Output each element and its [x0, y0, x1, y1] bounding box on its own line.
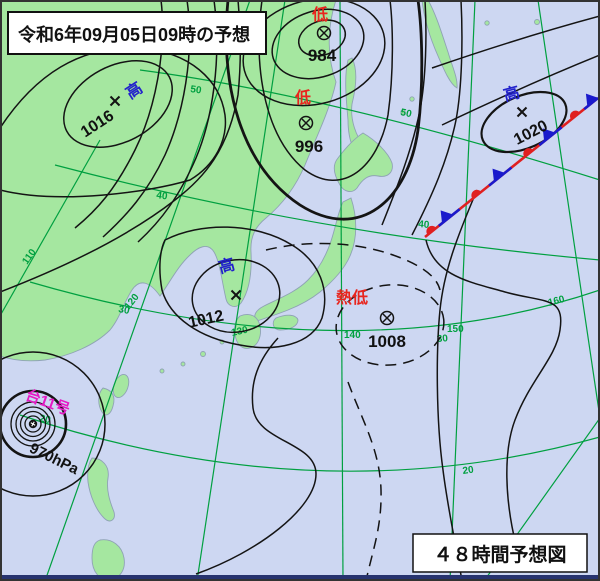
cold-front-triangle	[440, 210, 453, 224]
tropical-low-kind-label: 熱低	[336, 288, 368, 307]
warm-front-semicircle	[523, 148, 534, 158]
typhoon-center-cross	[30, 421, 36, 427]
low-center-mark	[298, 115, 314, 131]
typhoon-ring	[15, 406, 51, 442]
isobar	[425, 239, 562, 546]
stationary-front	[424, 93, 599, 239]
isobar	[258, 0, 394, 181]
isobar	[411, 0, 463, 236]
high-center-mark	[516, 106, 528, 118]
high-center-mark	[109, 95, 121, 107]
forecast-caption: ４８時間予想図	[433, 543, 566, 566]
grid-label: 20	[462, 464, 475, 477]
isobar	[63, 60, 173, 148]
isobar	[195, 337, 317, 575]
low-984-kind-label: 低	[311, 5, 328, 24]
latitude-line-30	[29, 281, 600, 332]
isobar	[271, 8, 365, 80]
grid-label: 160	[547, 294, 566, 309]
isobar	[381, 0, 427, 226]
grid-label: 30	[436, 333, 448, 345]
longitude-line-140	[339, 0, 344, 581]
island-shikoku	[272, 314, 299, 331]
latitude-line-50	[139, 69, 600, 181]
low-center-mark	[379, 310, 395, 326]
cold-front-triangle	[492, 168, 505, 182]
islands-kuril	[400, 19, 540, 115]
isobar	[191, 258, 281, 334]
low-996-kind-label: 低	[294, 88, 311, 107]
high-1020-kind-label: 高	[501, 82, 521, 104]
longitude-line-120	[44, 0, 251, 581]
typhoon-ring	[0, 389, 68, 459]
longitude-line-150	[449, 0, 476, 581]
warm-front-semicircle	[570, 110, 580, 120]
isobar	[0, 47, 227, 198]
isobar-dashed	[265, 242, 441, 291]
grid-label: 30	[117, 304, 130, 317]
typhoon-ring	[19, 410, 47, 438]
map-title: 令和6年09月05日09時の予想	[17, 24, 250, 45]
title-box: 令和6年09月05日09時の予想	[7, 11, 267, 55]
front-cold-markers	[440, 93, 599, 224]
isobar	[297, 19, 347, 57]
islands-ryukyu	[159, 339, 225, 374]
continent-asia	[0, 0, 337, 362]
low-center-mark	[316, 25, 332, 41]
cold-front-triangle	[585, 93, 599, 107]
typhoon-ring	[10, 401, 56, 447]
longitude-line-160	[483, 0, 600, 581]
typhoon-ring	[24, 415, 42, 433]
isobar	[159, 226, 326, 349]
grid-label: 40	[156, 190, 169, 203]
map-bottom-border	[0, 575, 600, 581]
high-1012-kind-label: 高	[216, 254, 236, 276]
warm-front-semicircle	[426, 225, 437, 235]
isobar	[0, 351, 106, 497]
peninsula-kamchatka	[421, 0, 458, 89]
title-box-frame	[7, 11, 267, 55]
isobar	[441, 54, 600, 126]
longitude-line-130	[196, 0, 286, 581]
isobar-dashed	[335, 284, 445, 366]
forecast-caption-box: ４８時間予想図	[412, 533, 588, 573]
cold-front-triangle	[542, 128, 556, 142]
grid-label: 50	[399, 107, 413, 120]
grid-label: 150	[447, 324, 464, 335]
high-center-mark	[230, 289, 242, 301]
grid-label: 40	[418, 219, 430, 231]
isobar	[480, 90, 568, 154]
grid-label: 50	[190, 84, 203, 97]
latitude-line-40	[54, 164, 600, 261]
pressure-system-labels: 低 984 低 996 高 1016 高 1012 高 1020 熱低	[78, 5, 551, 351]
isobar	[436, 189, 478, 581]
landmasses	[0, 0, 540, 581]
low-996-value: 996	[295, 137, 323, 156]
low-984-value: 984	[308, 46, 337, 65]
island-kyushu	[234, 314, 261, 349]
tropical-low-value: 1008	[368, 332, 406, 351]
isobar	[431, 15, 600, 69]
warm-front-semicircle	[471, 189, 482, 199]
grid-label: 140	[344, 330, 361, 341]
caption-box-frame	[412, 533, 588, 573]
isobar-dashed	[347, 381, 382, 581]
front-warm-markers	[426, 110, 580, 235]
